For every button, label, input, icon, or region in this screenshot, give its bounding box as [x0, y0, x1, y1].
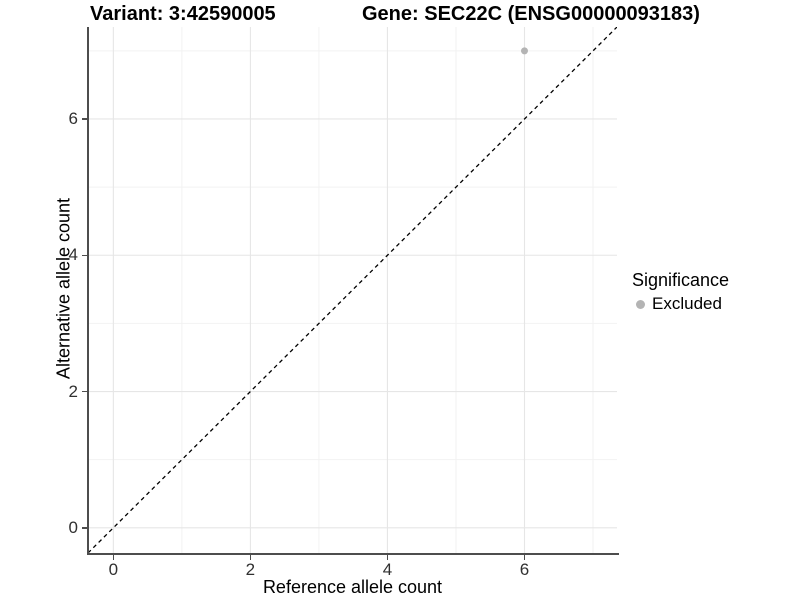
legend-item-label: Excluded — [652, 294, 722, 313]
y-tick-label: 6 — [68, 108, 78, 128]
x-tick-mark — [112, 555, 115, 560]
scatter-plot-canvas — [87, 26, 618, 554]
x-axis-line — [87, 553, 619, 555]
y-tick-mark — [82, 254, 88, 256]
x-tick-label: 4 — [382, 560, 393, 579]
x-tick-mark — [523, 555, 526, 560]
excluded-point-icon — [636, 299, 645, 309]
legend-title: Significance — [632, 270, 730, 290]
variant-title: Variant: 3:42590005 — [90, 3, 276, 25]
x-tick-label: 0 — [108, 560, 119, 579]
x-tick-label: 2 — [245, 560, 256, 579]
x-tick-mark — [386, 555, 389, 560]
legend: Significance Excluded — [632, 270, 729, 314]
identity-line — [87, 26, 618, 554]
x-tick-label: 6 — [519, 560, 530, 579]
y-tick-mark — [82, 118, 88, 120]
x-tick-mark — [249, 555, 252, 560]
y-tick-label: 0 — [68, 517, 78, 537]
legend-item-excluded: Excluded — [632, 294, 729, 314]
data-point — [520, 47, 528, 55]
y-tick-mark — [82, 527, 88, 529]
gene-title: Gene: SEC22C (ENSG00000093183) — [362, 3, 700, 25]
plot-panel — [87, 26, 618, 554]
y-axis-title: Alternative allele count — [53, 197, 74, 380]
y-tick-label: 2 — [68, 381, 78, 401]
y-tick-label: 4 — [68, 245, 78, 265]
y-tick-mark — [82, 390, 88, 393]
x-axis-title: Reference allele count — [262, 577, 443, 597]
y-axis-line — [87, 27, 89, 555]
